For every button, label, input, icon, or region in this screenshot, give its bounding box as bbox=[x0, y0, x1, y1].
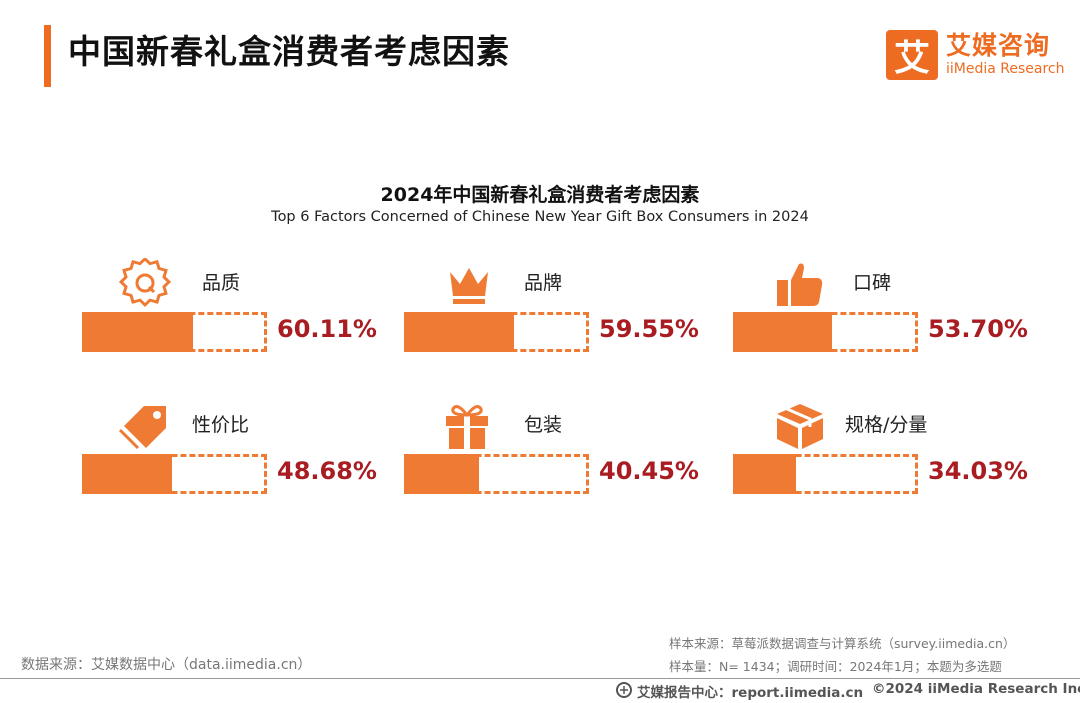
factor-reputation: 口碑 53.70% bbox=[733, 258, 1033, 368]
bar bbox=[82, 312, 193, 352]
factor-label: 品质 bbox=[202, 272, 241, 294]
thumbs-up-icon bbox=[773, 258, 827, 308]
sample-size: 样本量：N= 1434；调研时间：2024年1月；本题为多选题 bbox=[669, 659, 1002, 674]
report-center-link[interactable]: 艾媒报告中心：report.iimedia.cn bbox=[637, 685, 864, 701]
bar bbox=[733, 454, 796, 494]
bar bbox=[733, 312, 832, 352]
bar bbox=[404, 312, 514, 352]
crown-icon bbox=[442, 258, 496, 308]
factor-label: 口碑 bbox=[853, 272, 892, 294]
factor-label: 规格/分量 bbox=[845, 414, 928, 436]
chart-subtitle: Top 6 Factors Concerned of Chinese New Y… bbox=[271, 209, 809, 225]
data-source: 数据来源：艾媒数据中心（data.iimedia.cn） bbox=[21, 657, 312, 673]
title-accent-bar bbox=[44, 25, 51, 87]
factor-size-quantity: 规格/分量 34.03% bbox=[733, 400, 1033, 510]
factor-label: 性价比 bbox=[192, 414, 250, 436]
package-box-icon bbox=[773, 400, 827, 450]
data-label: 40.45% bbox=[599, 457, 699, 485]
quality-badge-icon bbox=[118, 256, 172, 308]
factor-brand: 品牌 59.55% bbox=[404, 258, 704, 368]
data-label: 48.68% bbox=[277, 457, 377, 485]
footer-divider bbox=[0, 678, 1080, 679]
logo-name-en: iiMedia Research bbox=[946, 61, 1065, 77]
factor-quality: 品质 60.11% bbox=[82, 256, 382, 368]
report-center-icon bbox=[615, 681, 633, 699]
factor-label: 品牌 bbox=[524, 272, 563, 294]
bar bbox=[404, 454, 479, 494]
bar bbox=[82, 454, 172, 494]
sample-source: 样本来源：草莓派数据调查与计算系统（survey.iimedia.cn） bbox=[669, 636, 1016, 651]
factor-label: 包装 bbox=[524, 414, 563, 436]
price-tag-icon bbox=[118, 400, 172, 450]
factor-packaging: 包装 40.45% bbox=[404, 400, 704, 510]
chart-title: 2024年中国新春礼盒消费者考虑因素 bbox=[380, 184, 700, 206]
factor-value-for-money: 性价比 48.68% bbox=[82, 400, 382, 510]
logo-name-cn: 艾媒咨询 bbox=[946, 31, 1051, 60]
copyright: ©2024 iiMedia Research Inc bbox=[872, 681, 1080, 697]
data-label: 60.11% bbox=[277, 315, 377, 343]
logo-mark-icon: 艾 bbox=[886, 30, 938, 80]
data-label: 59.55% bbox=[599, 315, 699, 343]
logo-mark-char: 艾 bbox=[894, 38, 930, 79]
data-label: 53.70% bbox=[928, 315, 1028, 343]
data-label: 34.03% bbox=[928, 457, 1028, 485]
page-title: 中国新春礼盒消费者考虑因素 bbox=[68, 32, 510, 71]
brand-logo: 艾 艾媒咨询 iiMedia Research bbox=[886, 30, 1066, 80]
gift-box-icon bbox=[440, 400, 494, 450]
